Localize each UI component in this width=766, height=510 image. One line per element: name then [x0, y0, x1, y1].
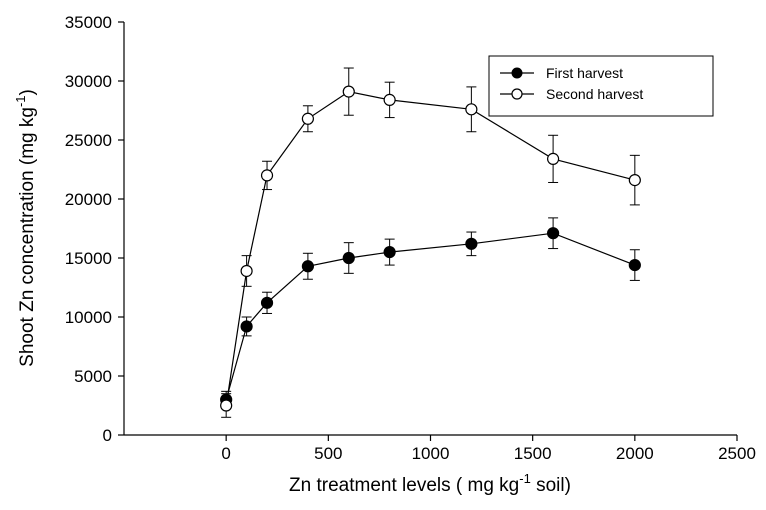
data-point	[342, 85, 355, 98]
data-point	[301, 260, 314, 273]
legend-marker-first-harvest	[511, 67, 523, 79]
data-point	[342, 251, 355, 265]
ticks: 0 500 1000 1500 2000 250005000100001500020000…	[65, 13, 756, 463]
data-point	[628, 258, 641, 272]
x-axis-label-sup: -1	[519, 471, 531, 486]
legend-label-first-harvest: First harvest	[546, 65, 623, 81]
data-point	[546, 227, 560, 240]
y-axis-label-prefix: Shoot Zn concentration (mg kg	[17, 107, 38, 367]
y-tick-label: 30000	[65, 72, 112, 91]
y-axis-label-sup: -1	[13, 95, 28, 107]
y-tick-label: 20000	[65, 190, 112, 209]
data-point	[465, 237, 478, 250]
data-point	[546, 152, 560, 165]
y-tick-label: 5000	[74, 367, 112, 386]
x-tick-label: 0	[221, 444, 230, 463]
legend: First harvest Second harvest	[488, 55, 714, 117]
data-point	[628, 174, 641, 187]
data-point	[465, 103, 478, 116]
data-point	[383, 246, 396, 259]
data-point	[260, 296, 274, 309]
y-tick-label: 35000	[65, 13, 112, 32]
data-point	[240, 320, 253, 333]
y-tick-label: 15000	[65, 249, 112, 268]
data-point	[220, 399, 233, 412]
x-tick-label: 1500	[514, 444, 552, 463]
y-tick-label: 0	[103, 426, 112, 445]
data-point	[383, 93, 396, 106]
x-tick-label: 2500	[718, 444, 756, 463]
x-axis-label-prefix: Zn treatment levels ( mg kg	[289, 475, 519, 496]
series-line-first-harvest	[225, 232, 636, 400]
legend-box	[488, 55, 714, 117]
x-tick-label: 2000	[616, 444, 654, 463]
series-first-harvest	[220, 217, 641, 409]
x-tick-label: 1000	[412, 444, 450, 463]
data-point	[301, 112, 314, 125]
series-layer	[220, 67, 641, 418]
data-point	[240, 264, 253, 278]
legend-marker-second-harvest	[511, 88, 523, 100]
x-axis-label: Zn treatment levels ( mg kg-1 soil)	[289, 471, 571, 496]
y-tick-label: 10000	[65, 308, 112, 327]
x-tick-label: 500	[314, 444, 342, 463]
series-second-harvest	[220, 67, 641, 418]
y-axis-label: Shoot Zn concentration (mg kg-1)	[13, 89, 38, 367]
y-tick-label: 25000	[65, 131, 112, 150]
y-axis-label-suffix: )	[17, 89, 38, 95]
legend-label-second-harvest: Second harvest	[546, 86, 643, 102]
x-axis-label-suffix: soil)	[531, 475, 571, 496]
data-point	[260, 169, 274, 182]
